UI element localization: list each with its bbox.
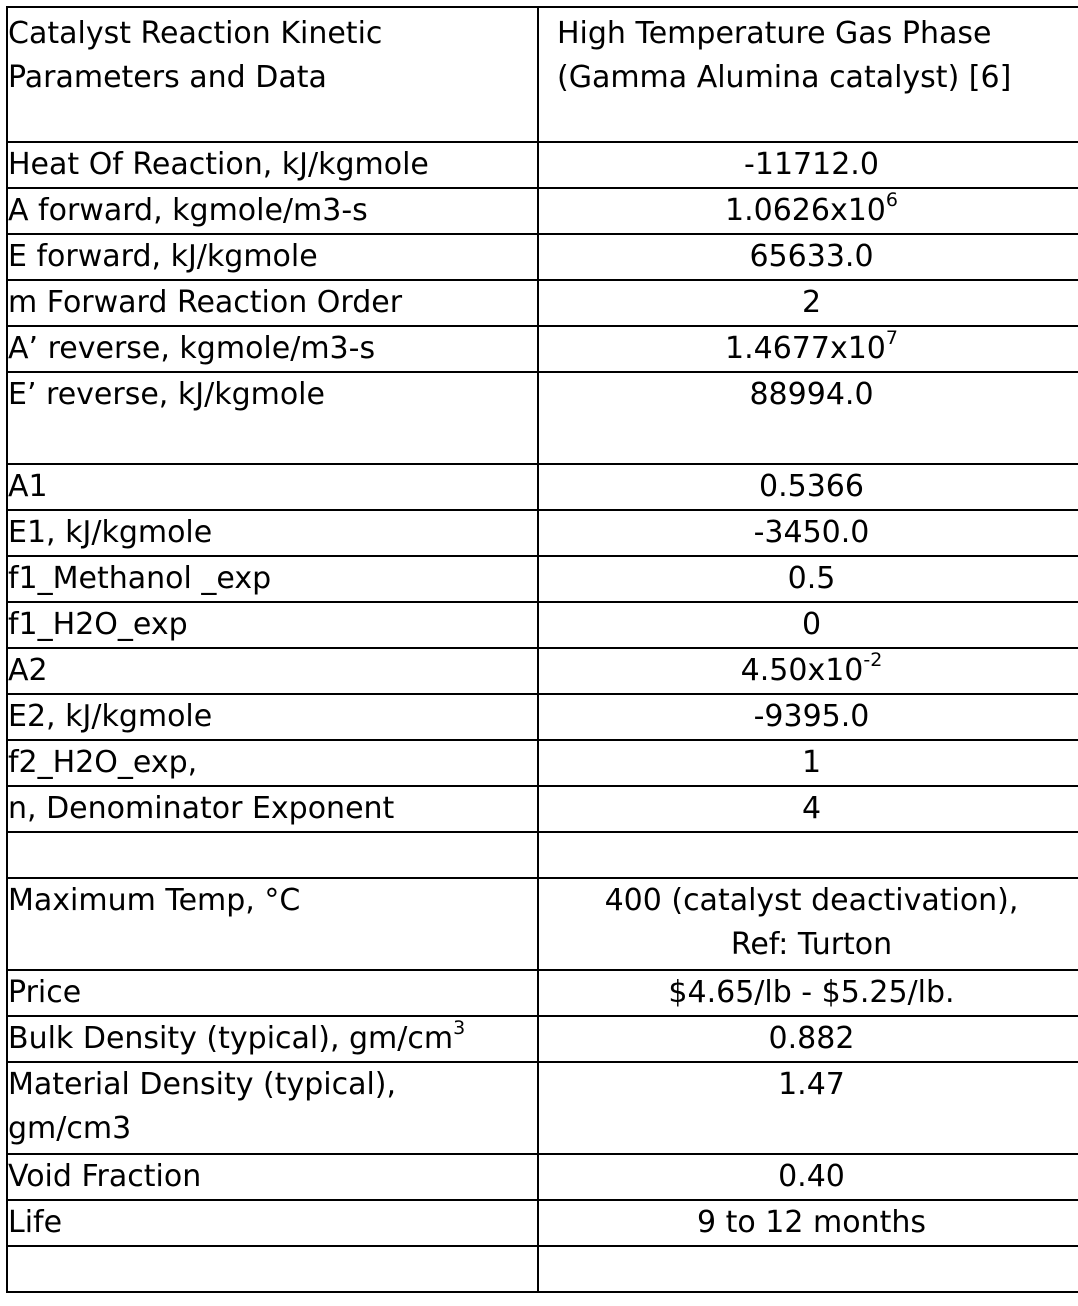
row-value: 1.4677x107 — [537, 325, 1078, 373]
header-label-cell: Catalyst Reaction Kinetic Parameters and… — [6, 6, 539, 143]
row-value: 1.0626x106 — [537, 187, 1078, 235]
label-base: Bulk Density (typical), gm/cm — [8, 1021, 454, 1056]
table-row: A’ reverse, kgmole/m3-s 1.4677x107 — [6, 325, 1078, 373]
label-line-2: gm/cm3 — [8, 1111, 132, 1146]
row-label: E2, kJ/kgmole — [6, 693, 539, 741]
row-value: -11712.0 — [537, 141, 1078, 189]
value-base: 1.0626x10 — [725, 193, 886, 228]
row-value: 88994.0 — [537, 371, 1078, 465]
empty-cell — [6, 1245, 539, 1293]
table-header-row: Catalyst Reaction Kinetic Parameters and… — [6, 6, 1078, 143]
empty-cell — [537, 831, 1078, 879]
table-row: Heat Of Reaction, kJ/kgmole -11712.0 — [6, 141, 1078, 189]
table-row: Bulk Density (typical), gm/cm3 0.882 — [6, 1015, 1078, 1063]
table-row: Price $4.65/lb - $5.25/lb. — [6, 969, 1078, 1017]
table-row: A1 0.5366 — [6, 463, 1078, 511]
row-label: n, Denominator Exponent — [6, 785, 539, 833]
row-label: Void Fraction — [6, 1153, 539, 1201]
table-row: A forward, kgmole/m3-s 1.0626x106 — [6, 187, 1078, 235]
label-exponent: 3 — [453, 1017, 466, 1039]
value-line-2: Ref: Turton — [730, 927, 893, 962]
table-row: Life 9 to 12 months — [6, 1199, 1078, 1247]
label-line-1: Material Density (typical), — [8, 1067, 397, 1102]
row-value: -9395.0 — [537, 693, 1078, 741]
row-label: Life — [6, 1199, 539, 1247]
row-label: E1, kJ/kgmole — [6, 509, 539, 557]
header-value-line-2: (Gamma Alumina catalyst) [6] — [557, 60, 1012, 95]
row-value: 0.40 — [537, 1153, 1078, 1201]
value-exponent: -2 — [863, 649, 883, 671]
table-row: A2 4.50x10-2 — [6, 647, 1078, 695]
empty-cell — [6, 831, 539, 879]
row-label: Bulk Density (typical), gm/cm3 — [6, 1015, 539, 1063]
row-value: 4 — [537, 785, 1078, 833]
row-label: E’ reverse, kJ/kgmole — [6, 371, 539, 465]
catalyst-kinetic-table: Catalyst Reaction Kinetic Parameters and… — [6, 6, 1078, 1293]
value-line-1: 400 (catalyst deactivation), — [604, 883, 1019, 918]
header-label-line-2: Parameters and Data — [8, 60, 327, 95]
empty-row — [6, 1245, 1078, 1293]
table-row: Material Density (typical), gm/cm3 1.47 — [6, 1061, 1078, 1155]
table-row: E2, kJ/kgmole -9395.0 — [6, 693, 1078, 741]
row-label: A2 — [6, 647, 539, 695]
row-label: Price — [6, 969, 539, 1017]
row-value: 65633.0 — [537, 233, 1078, 281]
empty-cell — [537, 1245, 1078, 1293]
table-row: E forward, kJ/kgmole 65633.0 — [6, 233, 1078, 281]
row-value: 4.50x10-2 — [537, 647, 1078, 695]
row-value: 0.882 — [537, 1015, 1078, 1063]
row-value: 400 (catalyst deactivation), Ref: Turton — [537, 877, 1078, 971]
row-label: f1_H2O_exp — [6, 601, 539, 649]
table-row: n, Denominator Exponent 4 — [6, 785, 1078, 833]
value-exponent: 7 — [885, 327, 898, 349]
row-value: 0.5 — [537, 555, 1078, 603]
row-value: $4.65/lb - $5.25/lb. — [537, 969, 1078, 1017]
row-label: A’ reverse, kgmole/m3-s — [6, 325, 539, 373]
empty-row — [6, 831, 1078, 879]
header-value-line-1: High Temperature Gas Phase — [557, 16, 992, 51]
header-label-line-1: Catalyst Reaction Kinetic — [8, 16, 383, 51]
row-value: 2 — [537, 279, 1078, 327]
row-label: m Forward Reaction Order — [6, 279, 539, 327]
value-base: 4.50x10 — [740, 653, 864, 688]
table-row: m Forward Reaction Order 2 — [6, 279, 1078, 327]
row-label: Material Density (typical), gm/cm3 — [6, 1061, 539, 1155]
table-row: f2_H2O_exp, 1 — [6, 739, 1078, 787]
row-label: A forward, kgmole/m3-s — [6, 187, 539, 235]
table-row: Void Fraction 0.40 — [6, 1153, 1078, 1201]
row-label: Maximum Temp, °C — [6, 877, 539, 971]
header-value-cell: High Temperature Gas Phase (Gamma Alumin… — [537, 6, 1078, 143]
row-value: 1 — [537, 739, 1078, 787]
row-value: 9 to 12 months — [537, 1199, 1078, 1247]
row-label: Heat Of Reaction, kJ/kgmole — [6, 141, 539, 189]
table-row: f1_Methanol _exp 0.5 — [6, 555, 1078, 603]
row-value: 0 — [537, 601, 1078, 649]
row-label: E forward, kJ/kgmole — [6, 233, 539, 281]
value-exponent: 6 — [885, 189, 898, 211]
row-value: 0.5366 — [537, 463, 1078, 511]
row-label: A1 — [6, 463, 539, 511]
table-row: E’ reverse, kJ/kgmole 88994.0 — [6, 371, 1078, 465]
table-row: Maximum Temp, °C 400 (catalyst deactivat… — [6, 877, 1078, 971]
row-label: f2_H2O_exp, — [6, 739, 539, 787]
row-label: f1_Methanol _exp — [6, 555, 539, 603]
table-row: E1, kJ/kgmole -3450.0 — [6, 509, 1078, 557]
row-value: 1.47 — [537, 1061, 1078, 1155]
value-base: 1.4677x10 — [725, 331, 886, 366]
table-row: f1_H2O_exp 0 — [6, 601, 1078, 649]
row-value: -3450.0 — [537, 509, 1078, 557]
